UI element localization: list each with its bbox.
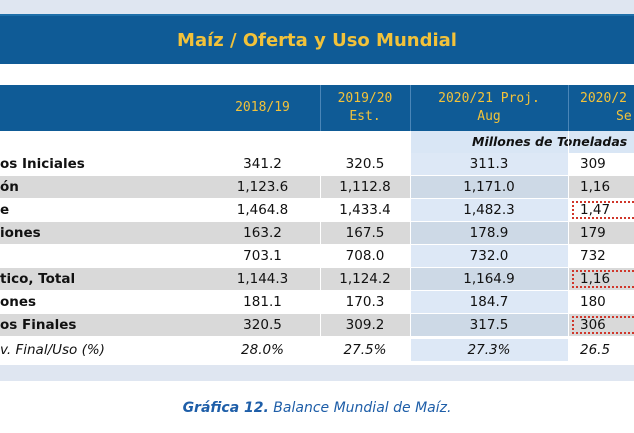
column-divider [410, 131, 411, 365]
cell-2019-20: 309.2 [345, 317, 385, 333]
cell-2020-21-aug: 1,164.9 [410, 268, 568, 290]
cell-2019-20: 1,124.2 [339, 271, 391, 287]
cell-2018-19: 1,144.3 [236, 271, 289, 287]
cell-2020-21-aug: 27.3% [410, 339, 568, 361]
cell-2020-21-aug: 732.0 [410, 245, 568, 267]
table-row: e 1,464.8 1,433.4 1,482.3 1,47 [0, 199, 634, 221]
row-label [0, 245, 205, 267]
cell-2018-19: 163.2 [243, 225, 282, 241]
col-header-2018-19: 2018/19 [235, 100, 290, 115]
table-row: ones 181.1 170.3 184.7 180 [0, 291, 634, 313]
cell-2018-19: 1,464.8 [236, 202, 289, 218]
table-title-bar: Maíz / Oferta y Uso Mundial [0, 14, 634, 64]
cell-2018-19: 341.2 [243, 156, 282, 172]
cell-2020-21-aug: 1,171.0 [410, 176, 568, 198]
cell-2020-21-sep: 179 [580, 225, 606, 241]
cell-2020-21-aug: 311.3 [410, 153, 568, 175]
header-divider [568, 85, 569, 131]
cell-2020-21-sep: 306 [580, 317, 606, 333]
cell-2020-21-sep: 1,16 [580, 271, 611, 287]
cell-2018-19: 181.1 [243, 294, 282, 310]
cell-2018-19: 1,123.6 [236, 179, 289, 195]
bottom-band [0, 365, 634, 381]
cell-2020-21-sep: 309 [580, 156, 606, 172]
cell-2020-21-aug: 317.5 [410, 314, 568, 336]
table-row: ón 1,123.6 1,112.8 1,171.0 1,16 [0, 176, 634, 198]
caption-text: Balance Mundial de Maíz. [268, 400, 452, 416]
cell-2019-20: 1,433.4 [339, 202, 391, 218]
cell-2020-21-sep: 1,47 [580, 202, 611, 218]
row-label: ones [0, 294, 37, 310]
cell-2019-20: 27.5% [343, 342, 387, 358]
cell-2020-21-aug: 178.9 [410, 222, 568, 244]
col-header-2019-20: 2019/20 Est. [337, 91, 393, 124]
cell-2018-19: 320.5 [243, 317, 282, 333]
cell-2020-21-sep: 26.5 [580, 342, 611, 358]
column-header-row: 2018/19 2019/20 Est. 2020/21 Proj. Aug 2… [0, 85, 634, 131]
table-row: v. Final/Uso (%) 28.0% 27.5% 27.3% 26.5 [0, 339, 634, 361]
cell-2020-21-aug: 184.7 [410, 291, 568, 313]
column-divider [568, 131, 569, 365]
cell-2020-21-sep: 732 [580, 248, 606, 264]
highlight-box [572, 316, 634, 334]
cell-2019-20: 320.5 [345, 156, 385, 172]
cell-2020-21-sep: 1,16 [580, 179, 611, 195]
figure-caption: Gráfica 12. Balance Mundial de Maíz. [0, 400, 634, 416]
highlight-box [572, 201, 634, 219]
top-strip [0, 0, 634, 14]
table-row: iones 163.2 167.5 178.9 179 [0, 222, 634, 244]
spacer [0, 64, 634, 85]
row-label: tico, Total [0, 271, 76, 287]
cell-2019-20: 167.5 [345, 225, 385, 241]
row-label: ón [0, 179, 19, 195]
row-label: v. Final/Uso (%) [0, 342, 105, 358]
table-row: tico, Total 1,144.3 1,124.2 1,164.9 1,16 [0, 268, 634, 290]
table-row: 703.1 708.0 732.0 732 [0, 245, 634, 267]
cell-2018-19: 28.0% [241, 342, 284, 358]
header-divider [410, 85, 411, 131]
cell-2019-20: 708.0 [345, 248, 385, 264]
row-label: iones [0, 225, 41, 241]
cell-2019-20: 170.3 [345, 294, 385, 310]
table-row: os Finales 320.5 309.2 317.5 306 [0, 314, 634, 336]
caption-number: Gráfica 12. [182, 400, 269, 416]
col-header-2020-21-sep: 2020/2 Se [580, 91, 632, 124]
header-divider [320, 85, 321, 131]
row-label: os Finales [0, 317, 77, 333]
units-label: Millones de Toneladas [410, 131, 634, 153]
row-label: os Iniciales [0, 156, 85, 172]
cell-2018-19: 703.1 [243, 248, 282, 264]
table-title: Maíz / Oferta y Uso Mundial [177, 29, 457, 51]
highlight-box [572, 270, 634, 288]
table-row: os Iniciales 341.2 320.5 311.3 309 [0, 153, 634, 175]
cell-2020-21-sep: 180 [580, 294, 606, 310]
col-header-2020-21-aug: 2020/21 Proj. Aug [438, 91, 540, 124]
row-label: e [0, 202, 10, 218]
cell-2020-21-aug: 1,482.3 [410, 199, 568, 221]
cell-2019-20: 1,112.8 [339, 179, 391, 195]
column-divider [320, 131, 321, 365]
